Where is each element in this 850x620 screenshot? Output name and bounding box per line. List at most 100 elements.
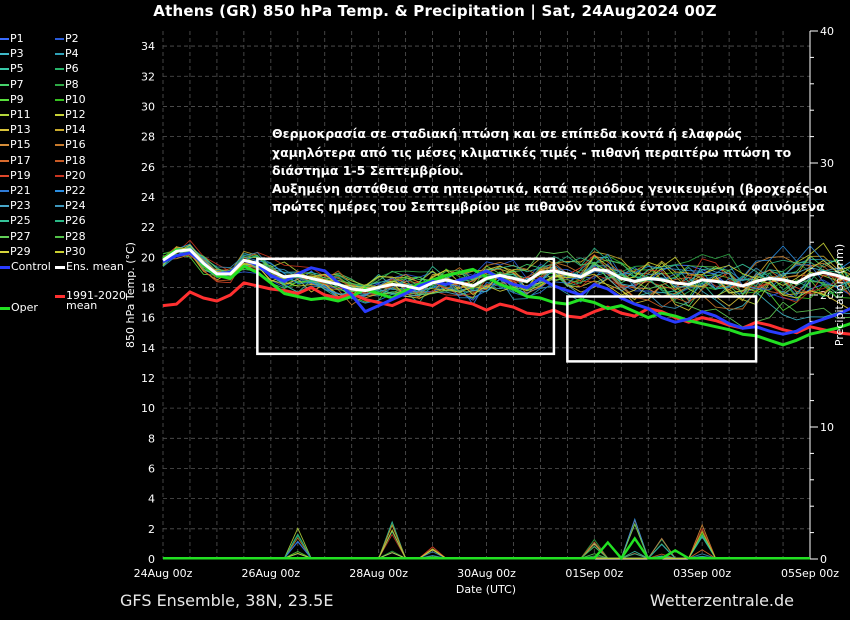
y-tick-label: 20: [141, 251, 155, 264]
legend-item-control: Control: [0, 260, 51, 274]
legend-item-P14: P14: [55, 123, 86, 137]
legend-item-P5: P5: [0, 62, 24, 76]
legend-item-P19-label: P19: [10, 168, 31, 182]
legend-item-P17-label: P17: [10, 153, 31, 167]
highlight-box-2: [566, 295, 758, 363]
legend-item-P20-label: P20: [65, 168, 86, 182]
legend-item-control-label: Control: [11, 260, 51, 273]
y-tick-label: 8: [148, 432, 155, 445]
y-tick-label: 28: [141, 131, 155, 144]
legend-item-P13-swatch: [0, 129, 9, 132]
annotation-line-1: Θερμοκρασία σε σταδιακή πτώση και σε επί…: [272, 126, 742, 141]
legend-item-P3: P3: [0, 47, 24, 61]
annotation-line-4: Αυξημένη αστάθεια στα ηπειρωτικά, κατά π…: [272, 181, 828, 196]
legend-item-P22-label: P22: [65, 184, 86, 197]
legend-item-P10-label: P10: [65, 92, 86, 106]
member-line-P26: [162, 247, 850, 304]
legend-item-P1: P1: [0, 32, 24, 46]
legend-item-P12: P12: [55, 108, 86, 122]
y-axis-label: 850 hPa Temp. (°C): [124, 242, 137, 348]
legend-item-P1-swatch: [0, 38, 9, 40]
x-tick-label: 30Aug 00z: [457, 567, 516, 580]
y-tick-label: 24: [141, 191, 155, 204]
legend-item-P8: P8: [55, 78, 79, 92]
legend-item-P14-swatch: [55, 129, 64, 132]
legend-item-P29-label: P29: [10, 244, 31, 258]
legend-item-P15: P15: [0, 138, 31, 152]
chart-title: Athens (GR) 850 hPa Temp. & Precipitatio…: [153, 2, 717, 20]
legend-item-P25-label: P25: [10, 214, 31, 228]
legend-item-P4-label: P4: [65, 47, 79, 61]
legend-item-P30-swatch: [55, 250, 64, 253]
legend-item-P11: P11: [0, 108, 31, 122]
legend-item-P10: P10: [55, 93, 86, 107]
legend-item-P25: P25: [0, 214, 31, 228]
legend-item-P2-swatch: [55, 38, 64, 40]
y-tick-label: 18: [141, 281, 155, 294]
y2-tick-label: 40: [820, 25, 834, 38]
legend-item-P26: P26: [55, 214, 86, 228]
legend-item-P18: P18: [55, 154, 86, 168]
legend-item-climate-label-2: mean: [66, 299, 98, 313]
y2-tick-label: 30: [820, 157, 834, 170]
legend-item-P20: P20: [55, 169, 86, 183]
x-tick-label: 03Sep 00z: [673, 567, 731, 580]
legend-item-P16-swatch: [55, 144, 64, 147]
legend-item-P10-swatch: [55, 98, 64, 101]
legend-item-P24-swatch: [55, 205, 64, 208]
legend-item-P3-label: P3: [10, 47, 24, 61]
precip-member-P7: [163, 536, 810, 559]
site-credit: Wetterzentrale.de: [649, 591, 794, 610]
legend-item-P18-label: P18: [65, 153, 86, 167]
series-line-oper: [162, 248, 850, 347]
y-tick-label: 30: [141, 100, 155, 113]
legend-item-P9-swatch: [0, 98, 9, 101]
legend-item-P16: P16: [55, 138, 86, 152]
legend-item-P3-swatch: [0, 53, 9, 56]
legend-item-P7-label: P7: [10, 77, 24, 91]
y-tick-label: 14: [141, 342, 155, 355]
legend-item-P16-label: P16: [65, 138, 86, 152]
legend-item-P24: P24: [55, 199, 86, 213]
x-tick-label: 28Aug 00z: [349, 567, 408, 580]
legend-item-P6-label: P6: [65, 62, 79, 76]
legend-item-P27-swatch: [0, 235, 9, 238]
y-tick-label: 10: [141, 402, 155, 415]
legend: P1 P2 P3 P4 P5 P6 P7 P8 P9 P10 P11 P12 P13 P14 P15 P16 P…: [0, 32, 132, 322]
legend-item-P22: P22: [55, 184, 86, 198]
legend-item-P21-swatch: [0, 190, 9, 192]
annotation-text: Θερμοκρασία σε σταδιακή πτώση και σε επί…: [272, 126, 828, 214]
legend-item-P13-label: P13: [10, 123, 31, 137]
y-tick-label: 12: [141, 372, 155, 385]
legend-item-oper-swatch: [0, 306, 10, 310]
legend-item-P5-swatch: [0, 68, 9, 71]
legend-item-P13: P13: [0, 123, 31, 137]
legend-item-P7: P7: [0, 78, 24, 92]
legend-item-P27: P27: [0, 230, 31, 244]
precip-member-P16: [163, 537, 810, 559]
x-tick-label: 26Aug 00z: [241, 567, 300, 580]
x-tick-label: 24Aug 00z: [134, 567, 193, 580]
series-line-climate: [162, 281, 850, 336]
legend-item-P30: P30: [55, 245, 86, 259]
legend-item-P29: P29: [0, 245, 31, 259]
legend-item-climate-swatch: [55, 294, 65, 298]
y-tick-label: 2: [148, 523, 155, 536]
y2-tick-label: 10: [820, 421, 834, 434]
legend-item-P23: P23: [0, 199, 31, 213]
grid: [162, 31, 811, 559]
legend-item-control-swatch: [0, 265, 10, 269]
legend-item-climate-label: 1991-2020: [66, 289, 126, 303]
legend-item-P24-label: P24: [65, 199, 86, 213]
legend-item-P28-label: P28: [65, 229, 86, 243]
member-line-P29: [162, 244, 850, 296]
legend-item-P15-label: P15: [10, 138, 31, 152]
x-tick-label: 01Sep 00z: [565, 567, 623, 580]
legend-item-ens-mean: Ens. mean: [55, 260, 124, 274]
legend-item-P6: P6: [55, 62, 79, 76]
member-line-P25: [162, 246, 850, 299]
legend-item-P14-label: P14: [65, 123, 86, 137]
